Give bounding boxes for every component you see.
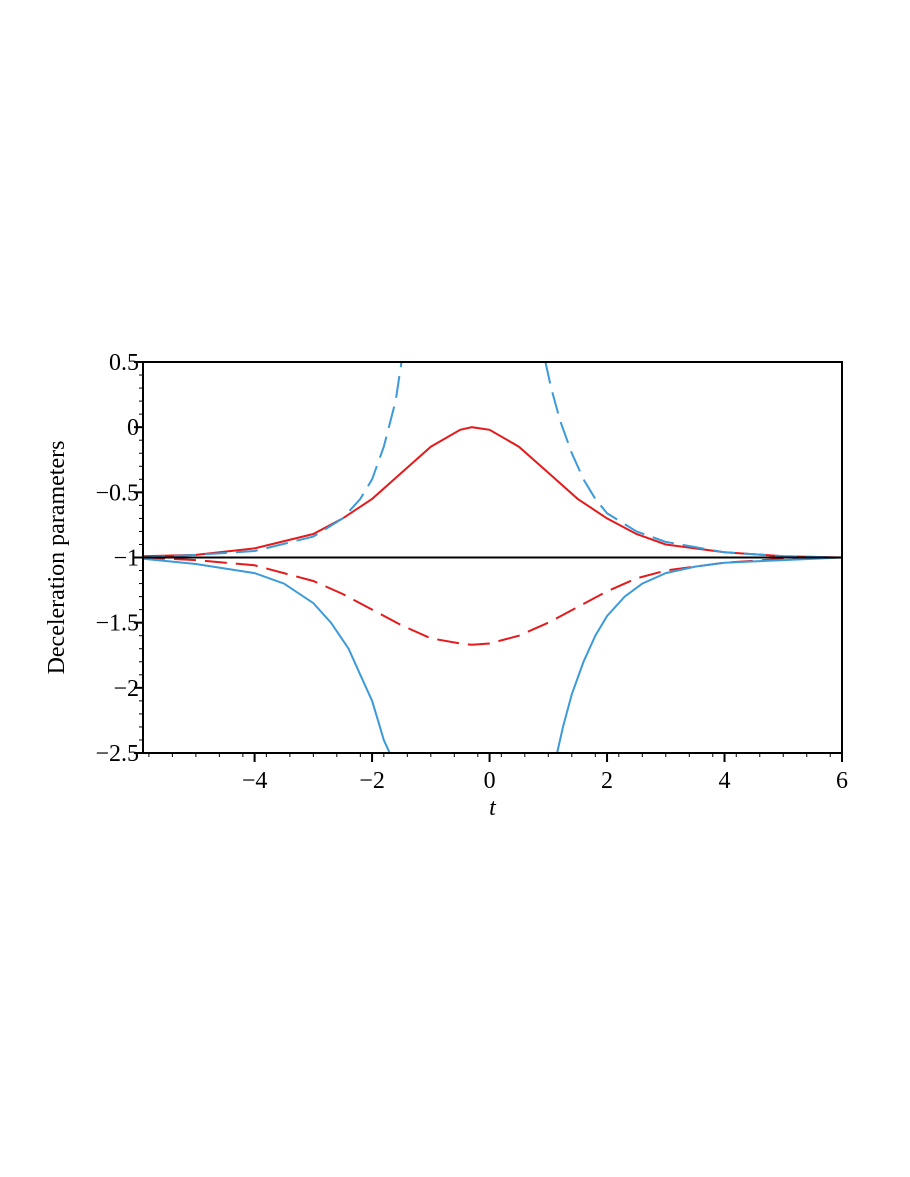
series-line-2 bbox=[143, 556, 842, 646]
x-tick-label: 6 bbox=[836, 768, 848, 794]
x-axis-label: t bbox=[489, 795, 497, 821]
y-tick-label: −1 bbox=[113, 546, 139, 572]
y-tick-label: 0.5 bbox=[109, 350, 139, 376]
y-tick-label: −2 bbox=[113, 676, 139, 702]
series-line-3 bbox=[143, 362, 403, 559]
y-tick-label: −0.5 bbox=[95, 480, 139, 506]
y-tick-label: −1.5 bbox=[95, 611, 139, 637]
x-tick-label: −2 bbox=[359, 768, 385, 794]
y-axis-label: Deceleration parameters bbox=[44, 441, 70, 675]
x-tick-label: 2 bbox=[601, 768, 613, 794]
axes-layer: −4 −2 0 2 4 6 0.5 0 −0.5 −1 −1.5 −2 −2.5 bbox=[95, 350, 848, 794]
series-line-5 bbox=[143, 557, 391, 753]
x-tick-label: 4 bbox=[719, 768, 731, 794]
y-tick-label: 0 bbox=[127, 415, 139, 441]
series-layer bbox=[143, 362, 842, 753]
x-tick-label: −4 bbox=[242, 768, 268, 794]
x-tick-label: 0 bbox=[484, 768, 496, 794]
series-line-6 bbox=[556, 556, 842, 753]
y-tick-label: −2.5 bbox=[95, 741, 139, 767]
series-line-1 bbox=[143, 426, 842, 559]
series-line-4 bbox=[544, 362, 842, 559]
